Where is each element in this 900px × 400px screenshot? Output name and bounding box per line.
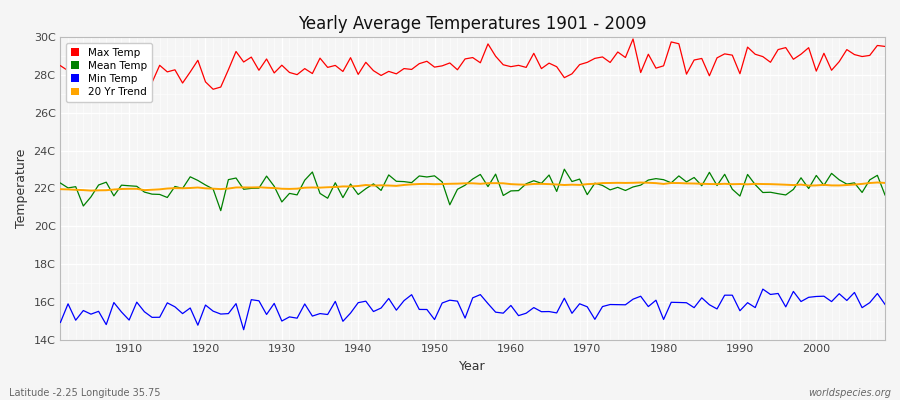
Y-axis label: Temperature: Temperature xyxy=(15,149,28,228)
X-axis label: Year: Year xyxy=(459,360,486,373)
Text: Latitude -2.25 Longitude 35.75: Latitude -2.25 Longitude 35.75 xyxy=(9,388,160,398)
Title: Yearly Average Temperatures 1901 - 2009: Yearly Average Temperatures 1901 - 2009 xyxy=(299,15,647,33)
Text: worldspecies.org: worldspecies.org xyxy=(808,388,891,398)
Legend: Max Temp, Mean Temp, Min Temp, 20 Yr Trend: Max Temp, Mean Temp, Min Temp, 20 Yr Tre… xyxy=(66,42,152,102)
